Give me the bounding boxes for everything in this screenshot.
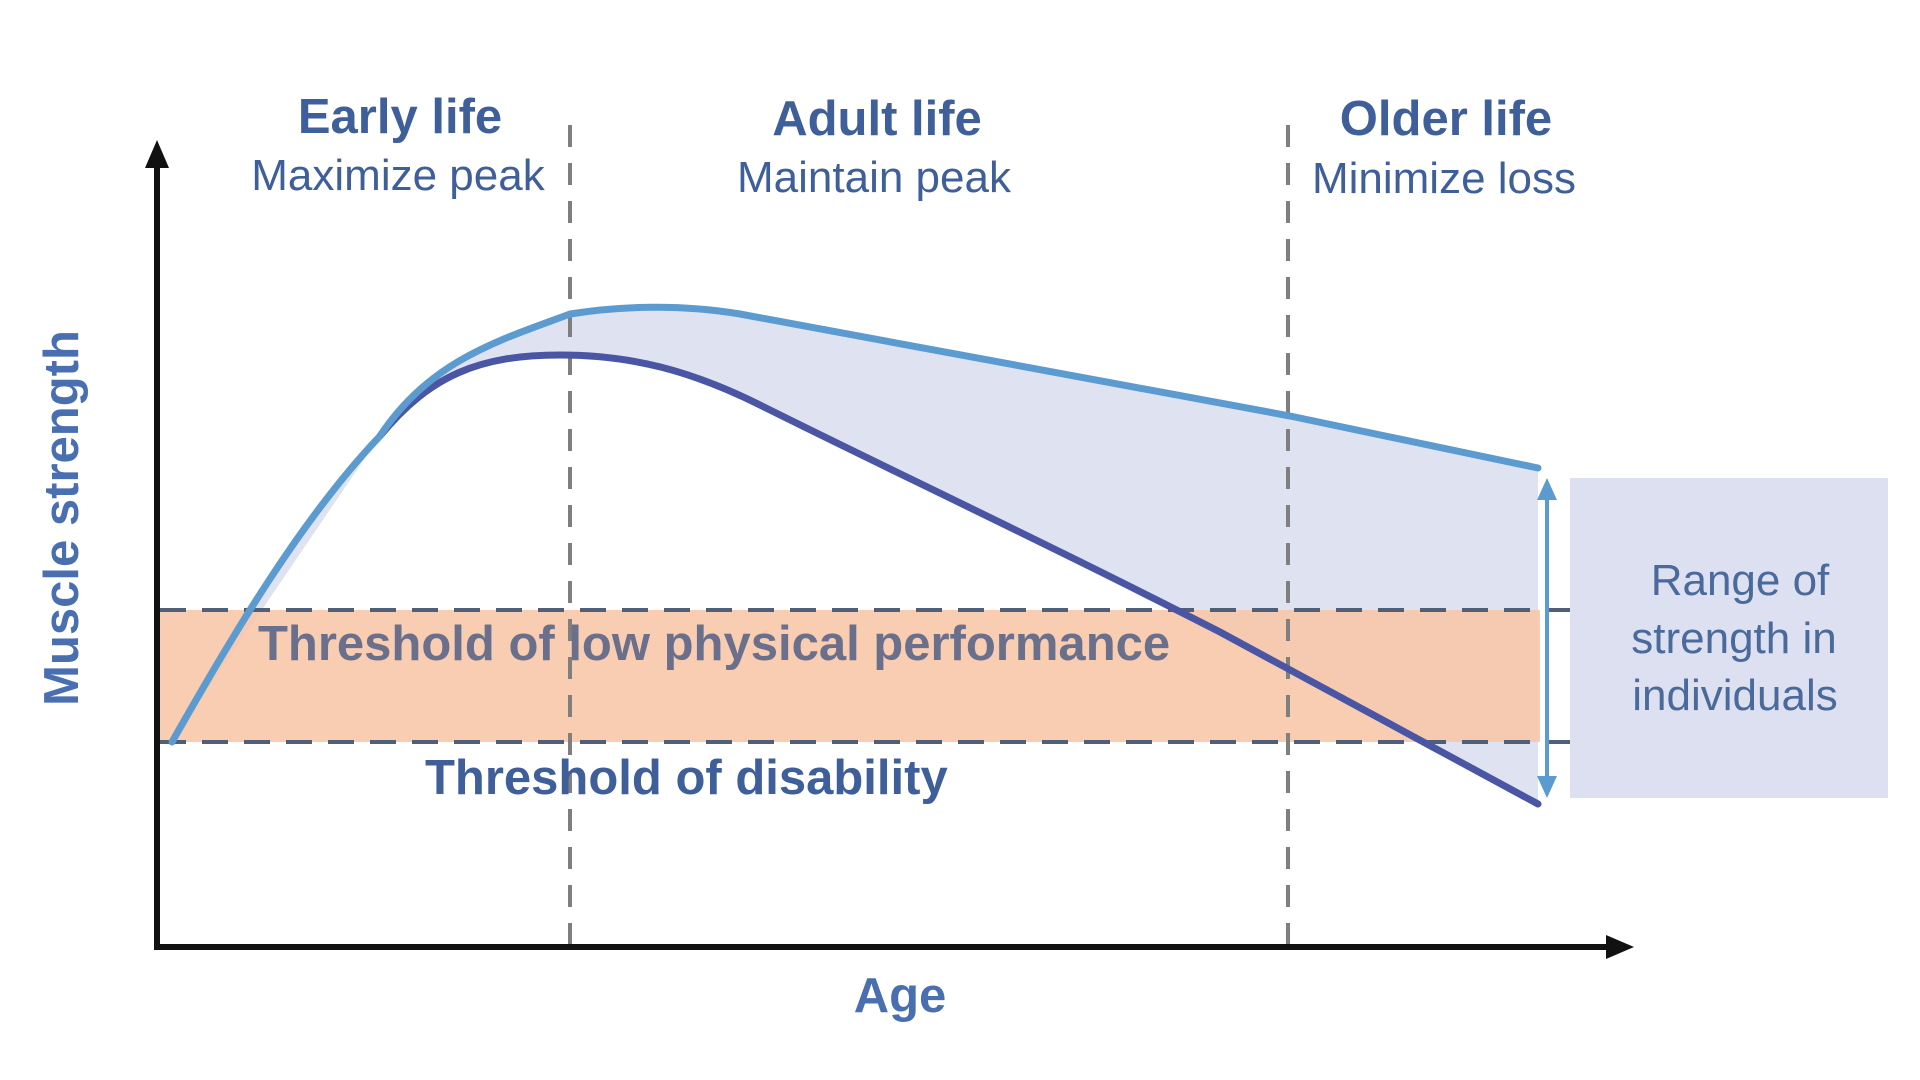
lower-strength-curve <box>376 351 1542 808</box>
arrow-up-icon <box>145 140 169 168</box>
range-label-line-2: strength in <box>1631 614 1836 663</box>
phase-title-early: Early life <box>298 90 502 144</box>
range-label-line-1: Range of <box>1651 556 1830 605</box>
threshold-low-label: Threshold of low physical performance <box>258 617 1170 671</box>
x-axis-label: Age <box>854 969 947 1023</box>
range-box <box>1570 478 1888 798</box>
phase-title-adult: Adult life <box>772 92 982 146</box>
phase-subtitle-adult: Maintain peak <box>737 153 1012 202</box>
arrow-right-icon <box>1606 935 1634 959</box>
y-axis-label: Muscle strength <box>35 330 89 706</box>
strength-range-shading <box>172 307 1538 804</box>
threshold-band <box>160 610 1540 742</box>
range-label-line-3: individuals <box>1632 671 1837 720</box>
phase-subtitle-early: Maximize peak <box>251 151 545 200</box>
double-headed-vertical-arrow-icon <box>1537 478 1557 798</box>
upper-strength-curve <box>168 303 1542 746</box>
threshold-disability-label: Threshold of disability <box>425 751 948 805</box>
phase-title-older: Older life <box>1340 92 1552 146</box>
phase-subtitle-older: Minimize loss <box>1312 154 1576 203</box>
